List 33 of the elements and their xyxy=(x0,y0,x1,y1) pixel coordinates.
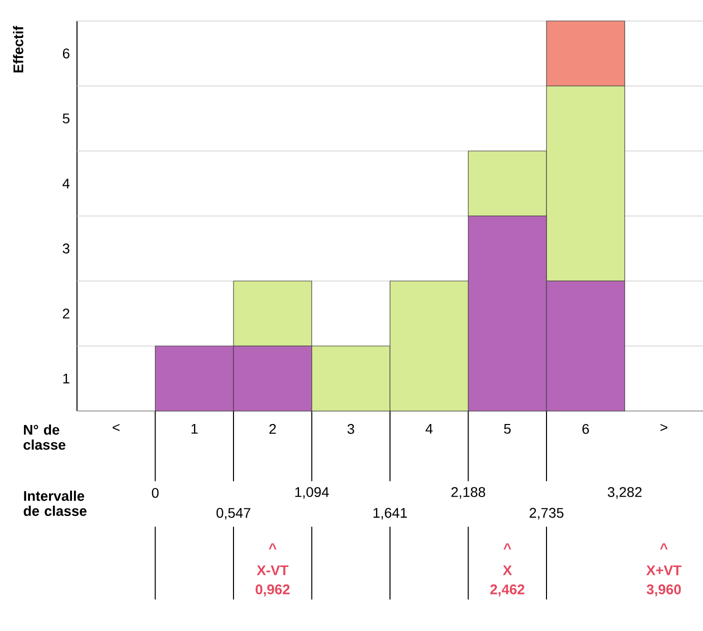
text: ^ xyxy=(268,543,276,550)
text: X xyxy=(502,565,512,576)
y-tick-label: 6 xyxy=(62,48,70,58)
x-tick-label: 3 xyxy=(348,424,354,434)
y-tick-label: 4 xyxy=(62,178,70,188)
text: 2,735 xyxy=(530,508,564,520)
text: 3,960 xyxy=(646,584,681,596)
y-axis-title: Effectif xyxy=(13,26,24,72)
text: 0,547 xyxy=(216,508,250,520)
y-tick-label: 2 xyxy=(62,308,70,318)
y-tick-label: 5 xyxy=(62,114,70,124)
x-tick-label: 4 xyxy=(426,424,433,434)
text: ^ xyxy=(660,543,668,550)
text: 0,962 xyxy=(256,584,290,596)
text: 2,188 xyxy=(451,487,486,499)
text: 1,094 xyxy=(295,487,329,499)
text: 3,282 xyxy=(608,487,642,499)
text: 1,641 xyxy=(374,508,407,520)
x-tick-label: 5 xyxy=(504,424,511,434)
text: X+VT xyxy=(646,565,682,576)
y-tick-label: 1 xyxy=(63,374,70,384)
text: 2,462 xyxy=(490,584,524,596)
x-tick-label: 2 xyxy=(269,424,276,434)
x-tick-label: 6 xyxy=(582,424,589,434)
text: Intervalle de classe xyxy=(24,490,87,516)
x-tick-label: < xyxy=(112,424,120,432)
text: ^ xyxy=(504,543,512,550)
x-axis-title: N° de classe xyxy=(24,424,66,450)
x-tick-label: > xyxy=(660,424,668,432)
text: X-VT xyxy=(256,565,288,576)
text: 0 xyxy=(152,488,159,498)
y-tick-label: 3 xyxy=(62,244,70,254)
x-tick-label: 1 xyxy=(192,424,198,434)
